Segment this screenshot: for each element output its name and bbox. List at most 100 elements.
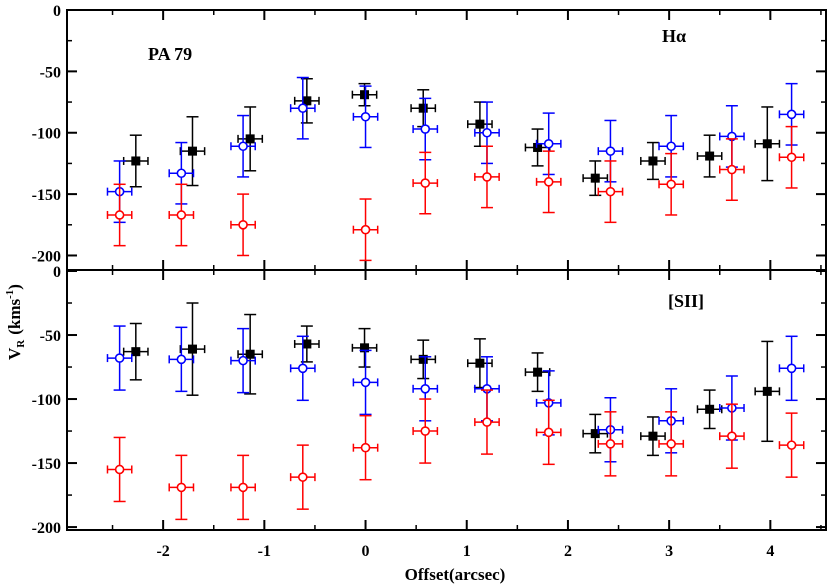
panel-halpha: 0 -50 -100 -150 -200 bbox=[32, 3, 827, 271]
y-tick-label-halpha: -100 bbox=[32, 126, 61, 143]
marker-square bbox=[705, 151, 715, 161]
marker-circle bbox=[176, 482, 187, 493]
marker-square bbox=[302, 96, 312, 106]
data-point-halpha-red bbox=[658, 152, 685, 216]
data-point-sii-red bbox=[778, 412, 805, 478]
marker-square bbox=[418, 354, 428, 364]
y-axis-title-unit-end: ) bbox=[5, 284, 24, 290]
x-tick-label: 3 bbox=[665, 543, 673, 560]
data-point-sii-black bbox=[351, 327, 378, 368]
marker-circle bbox=[482, 127, 492, 138]
marker-square bbox=[762, 139, 772, 149]
marker-square bbox=[648, 156, 658, 166]
x-tick-label: -1 bbox=[258, 543, 271, 560]
data-point-sii-black bbox=[179, 302, 206, 396]
marker-circle bbox=[238, 355, 248, 366]
y-tick-label-halpha: -150 bbox=[32, 187, 61, 204]
y-axis-title: VR (kms-1) bbox=[4, 284, 27, 360]
y-tick-label-halpha: 0 bbox=[53, 3, 61, 20]
marker-circle bbox=[360, 224, 371, 235]
data-point-halpha-red bbox=[778, 125, 805, 189]
data-point-sii-red bbox=[412, 398, 439, 464]
marker-circle bbox=[605, 146, 616, 156]
data-point-halpha-red bbox=[230, 193, 256, 257]
data-point-sii-black bbox=[640, 416, 666, 457]
data-point-halpha-black bbox=[754, 106, 781, 182]
data-point-halpha-black bbox=[410, 89, 437, 128]
data-point-halpha-blue bbox=[230, 114, 256, 178]
annotation-sii: [SII] bbox=[668, 291, 704, 311]
y-axis-title-unit: (kms bbox=[5, 298, 24, 334]
marker-circle bbox=[360, 377, 371, 388]
data-point-halpha-red bbox=[718, 138, 745, 201]
marker-square bbox=[187, 344, 197, 354]
data-point-sii-black bbox=[293, 325, 320, 363]
marker-circle bbox=[786, 440, 797, 450]
data-point-sii-blue bbox=[352, 349, 379, 416]
data-point-sii-red bbox=[352, 414, 379, 481]
series-sii-black bbox=[122, 302, 781, 457]
marker-square bbox=[533, 142, 543, 152]
marker-square bbox=[187, 146, 197, 156]
marker-square bbox=[360, 90, 370, 100]
data-point-halpha-red bbox=[106, 183, 133, 247]
data-point-sii-red bbox=[230, 454, 256, 521]
data-point-halpha-black bbox=[582, 160, 609, 197]
marker-circle bbox=[176, 210, 187, 220]
panel-sii: 0 -50 -100 -150 -200 bbox=[32, 264, 827, 537]
marker-circle bbox=[297, 103, 308, 113]
marker-square bbox=[131, 347, 141, 357]
annotation-pa79: PA 79 bbox=[148, 44, 192, 64]
marker-circle bbox=[297, 472, 308, 482]
x-tick-label: 2 bbox=[564, 543, 572, 560]
y-tick-label-halpha: -50 bbox=[40, 64, 61, 81]
marker-square bbox=[648, 431, 658, 441]
data-point-halpha-black bbox=[640, 141, 666, 181]
marker-circle bbox=[727, 164, 737, 175]
series-sii-blue bbox=[106, 325, 805, 463]
marker-circle bbox=[238, 482, 248, 493]
data-point-sii-red bbox=[535, 399, 562, 466]
data-point-halpha-red bbox=[168, 183, 195, 247]
marker-circle bbox=[482, 172, 492, 182]
marker-circle bbox=[176, 168, 187, 179]
data-point-halpha-red bbox=[597, 160, 624, 224]
series-sii-red bbox=[106, 389, 805, 521]
marker-circle bbox=[420, 426, 431, 436]
data-point-halpha-blue bbox=[352, 85, 379, 149]
data-point-sii-red bbox=[658, 411, 685, 477]
marker-square bbox=[762, 386, 772, 396]
data-point-halpha-blue bbox=[412, 97, 439, 161]
marker-circle bbox=[543, 138, 554, 149]
marker-square bbox=[418, 103, 428, 113]
marker-circle bbox=[786, 363, 797, 374]
data-point-sii-blue bbox=[230, 327, 256, 394]
series-halpha-blue bbox=[106, 76, 805, 224]
marker-circle bbox=[114, 210, 125, 220]
data-point-sii-black bbox=[524, 352, 551, 393]
data-point-halpha-black bbox=[179, 116, 206, 187]
marker-circle bbox=[786, 109, 797, 120]
y-axis-title-sub: R bbox=[15, 339, 27, 348]
marker-square bbox=[590, 429, 600, 439]
data-point-halpha-red bbox=[412, 151, 439, 215]
marker-square bbox=[590, 173, 600, 183]
marker-square bbox=[475, 358, 485, 368]
data-point-halpha-black bbox=[293, 77, 320, 124]
marker-circle bbox=[786, 152, 797, 163]
data-point-halpha-red bbox=[535, 150, 562, 214]
marker-circle bbox=[482, 417, 492, 427]
data-point-halpha-black bbox=[696, 134, 723, 178]
marker-circle bbox=[114, 464, 125, 475]
data-point-sii-blue bbox=[778, 335, 805, 402]
y-tick-label-sii: -150 bbox=[32, 456, 61, 473]
series-halpha-black bbox=[122, 77, 781, 197]
marker-square bbox=[533, 367, 543, 377]
data-point-sii-red bbox=[718, 403, 745, 469]
marker-circle bbox=[727, 431, 737, 441]
data-point-sii-red bbox=[474, 389, 500, 455]
data-point-sii-black bbox=[582, 413, 609, 454]
y-axis-title-main: V bbox=[5, 347, 24, 360]
marker-circle bbox=[543, 427, 554, 438]
